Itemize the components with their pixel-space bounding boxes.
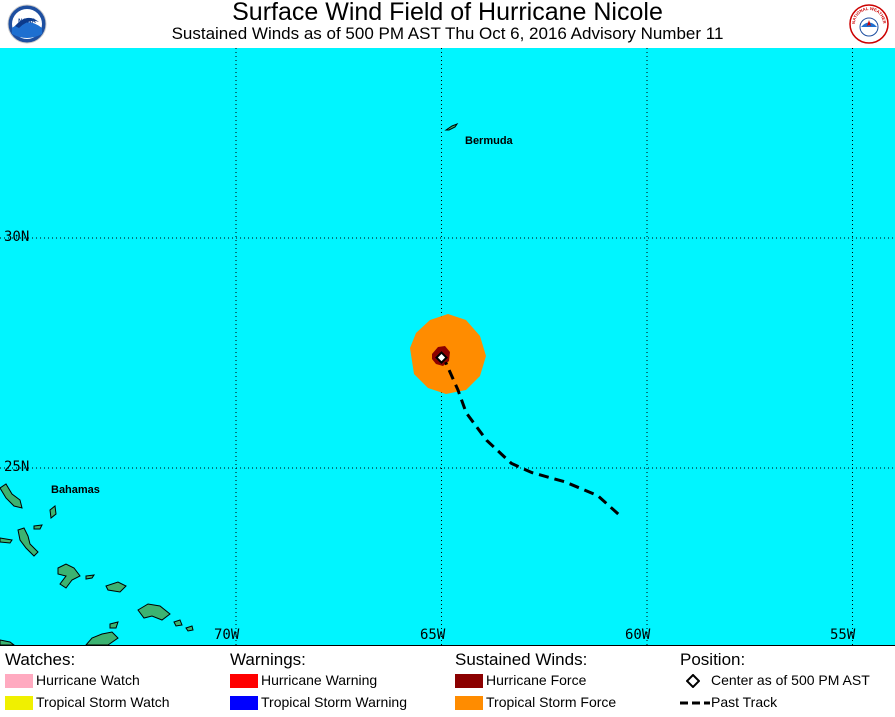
hurricane-force-swatch	[455, 674, 483, 688]
lat-label-25n: 25N	[4, 459, 30, 475]
hurricane-warning-swatch	[230, 674, 258, 688]
bermuda-label: Bermuda	[465, 135, 513, 147]
bahamas-island	[57, 563, 81, 589]
hurricane-force-label: Hurricane Force	[486, 672, 587, 688]
diamond-icon	[686, 674, 700, 688]
tropical-storm-force-swatch	[455, 696, 483, 710]
storm-center-marker	[435, 351, 448, 365]
map-area: Bermuda Bahamas 30N 25N 70W 65W 60W 55W	[0, 48, 895, 645]
lat-label-30n: 30N	[4, 229, 30, 245]
hurricane-watch-swatch	[5, 674, 33, 688]
nws-logo: NATIONAL WEATHER SERVICE	[849, 4, 889, 44]
center-position-label: Center as of 500 PM AST	[711, 672, 870, 688]
tropical-storm-force-label: Tropical Storm Force	[486, 694, 617, 710]
bahamas-island	[185, 625, 194, 632]
legend-warnings-heading: Warnings:	[230, 650, 306, 669]
hurricane-watch-label: Hurricane Watch	[36, 672, 140, 688]
svg-text:NOAA: NOAA	[18, 19, 36, 25]
lon-label-70w: 70W	[214, 627, 240, 643]
tropical-storm-watch-swatch	[5, 696, 33, 710]
bahamas-island	[85, 574, 96, 580]
bahamas-island	[0, 537, 13, 544]
bahamas-island	[105, 581, 127, 593]
past-track-line	[444, 361, 620, 516]
lon-label-65w: 65W	[420, 627, 446, 643]
tropical-storm-watch-label: Tropical Storm Watch	[36, 694, 170, 710]
lon-label-60w: 60W	[625, 627, 651, 643]
bahamas-label: Bahamas	[51, 484, 100, 496]
land-masses	[0, 122, 459, 645]
bahamas-island	[17, 527, 39, 557]
legend-position-heading: Position:	[680, 650, 746, 669]
bahamas-island	[137, 603, 171, 621]
bahamas-island	[33, 524, 43, 530]
bermuda-island	[444, 122, 459, 131]
legend-winds-heading: Sustained Winds:	[455, 650, 588, 669]
map-subtitle: Sustained Winds as of 500 PM AST Thu Oct…	[171, 24, 724, 43]
legend-watches-heading: Watches:	[5, 650, 76, 669]
hurricane-warning-label: Hurricane Warning	[261, 672, 378, 688]
bahamas-island	[173, 619, 183, 627]
header: NOAA Surface Wind Field of Hurricane Nic…	[0, 0, 895, 48]
hispaniola-coast	[85, 631, 119, 645]
noaa-logo: NOAA	[7, 4, 47, 44]
legend: Watches: Hurricane Watch Tropical Storm …	[0, 645, 895, 717]
bahamas-island	[49, 505, 57, 519]
cuba-coast	[0, 639, 15, 645]
bahamas-island	[0, 483, 23, 509]
map-title: Surface Wind Field of Hurricane Nicole	[232, 0, 663, 26]
bahamas-island	[109, 621, 119, 629]
past-track-label: Past Track	[711, 694, 778, 710]
wind-field	[410, 314, 486, 394]
lon-label-55w: 55W	[830, 627, 856, 643]
tropical-storm-warning-label: Tropical Storm Warning	[261, 694, 408, 710]
tropical-storm-warning-swatch	[230, 696, 258, 710]
dashed-line-icon	[680, 701, 710, 705]
